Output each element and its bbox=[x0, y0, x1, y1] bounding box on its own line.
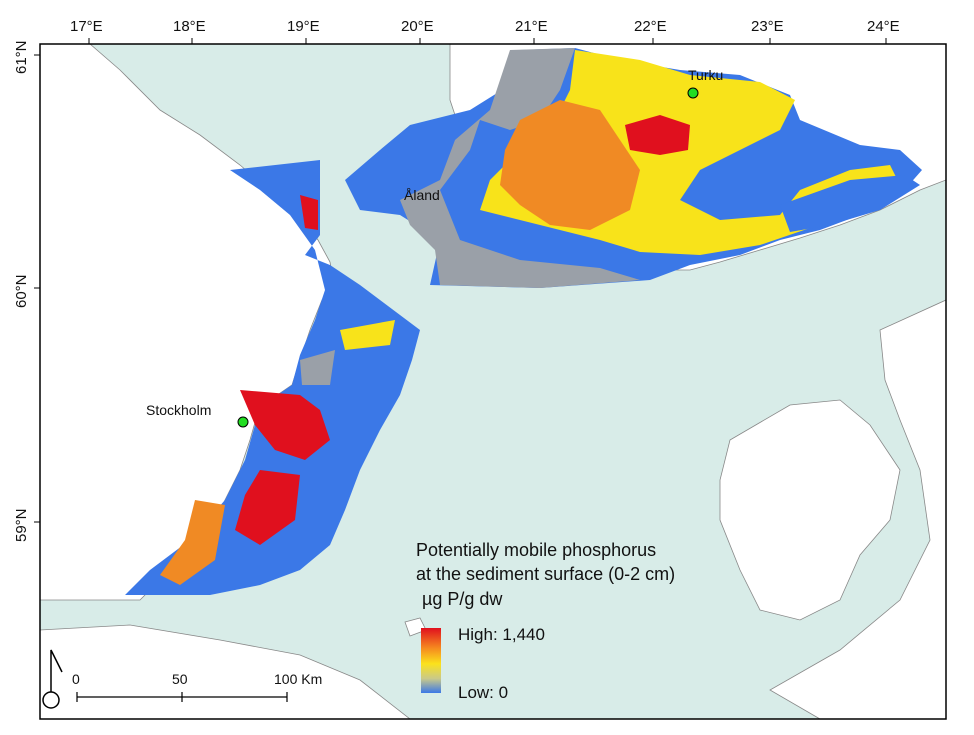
legend: Potentially mobile phosphorus at the sed… bbox=[416, 540, 675, 702]
lon-tick-label: 21°E bbox=[515, 18, 548, 35]
finland-blue-band bbox=[780, 175, 920, 232]
lat-tick-label: 59°N bbox=[13, 508, 30, 542]
sweden-red-zone-3 bbox=[300, 195, 318, 230]
sweden-red-zone-1 bbox=[240, 390, 330, 460]
legend-units: µg P/g dw bbox=[422, 589, 503, 609]
sweden-red-zone-2 bbox=[235, 470, 300, 545]
finland-orange-zone bbox=[500, 100, 640, 230]
lon-tick-label: 18°E bbox=[173, 18, 206, 35]
sweden-sediment-zone bbox=[125, 160, 420, 595]
estonia-land bbox=[719, 399, 901, 621]
legend-title-line2: at the sediment surface (0-2 cm) bbox=[416, 564, 675, 584]
label-aland: Åland bbox=[404, 187, 440, 203]
scale-label-50: 50 bbox=[172, 671, 188, 687]
sweden-orange-zone bbox=[160, 500, 225, 585]
lon-tick-label: 23°E bbox=[751, 18, 784, 35]
north-arrow-icon bbox=[42, 649, 63, 709]
label-turku: Turku bbox=[688, 67, 723, 83]
sweden-yellow-zone bbox=[340, 320, 395, 350]
finland-gray-zone bbox=[400, 48, 640, 288]
turku-marker bbox=[687, 87, 699, 99]
legend-color-ramp bbox=[421, 628, 441, 693]
scale-bar: 0 50 100 Km bbox=[72, 671, 322, 702]
lat-tick-label: 60°N bbox=[13, 274, 30, 308]
label-stockholm: Stockholm bbox=[146, 402, 211, 418]
scale-label-100: 100 Km bbox=[274, 671, 322, 687]
longitude-ticks: 17°E 18°E 19°E 20°E 21°E 22°E 23°E 24°E bbox=[70, 18, 900, 44]
stockholm-marker bbox=[237, 416, 249, 428]
map-frame bbox=[39, 43, 947, 720]
lon-tick-label: 19°E bbox=[287, 18, 320, 35]
lon-tick-label: 22°E bbox=[634, 18, 667, 35]
legend-title-line1: Potentially mobile phosphorus bbox=[416, 540, 656, 560]
latitude-ticks: 61°N 60°N 59°N bbox=[13, 40, 40, 542]
legend-low-label: Low: 0 bbox=[458, 683, 508, 702]
sweden-south-land bbox=[40, 624, 411, 719]
lon-tick-label: 20°E bbox=[401, 18, 434, 35]
lon-tick-label: 24°E bbox=[867, 18, 900, 35]
estonia-mainland bbox=[769, 299, 946, 719]
lat-tick-label: 61°N bbox=[13, 40, 30, 74]
scale-label-0: 0 bbox=[72, 671, 80, 687]
lon-tick-label: 17°E bbox=[70, 18, 103, 35]
legend-high-label: High: 1,440 bbox=[458, 625, 545, 644]
sweden-gray-zone bbox=[300, 350, 335, 385]
finland-red-zone bbox=[625, 115, 690, 155]
